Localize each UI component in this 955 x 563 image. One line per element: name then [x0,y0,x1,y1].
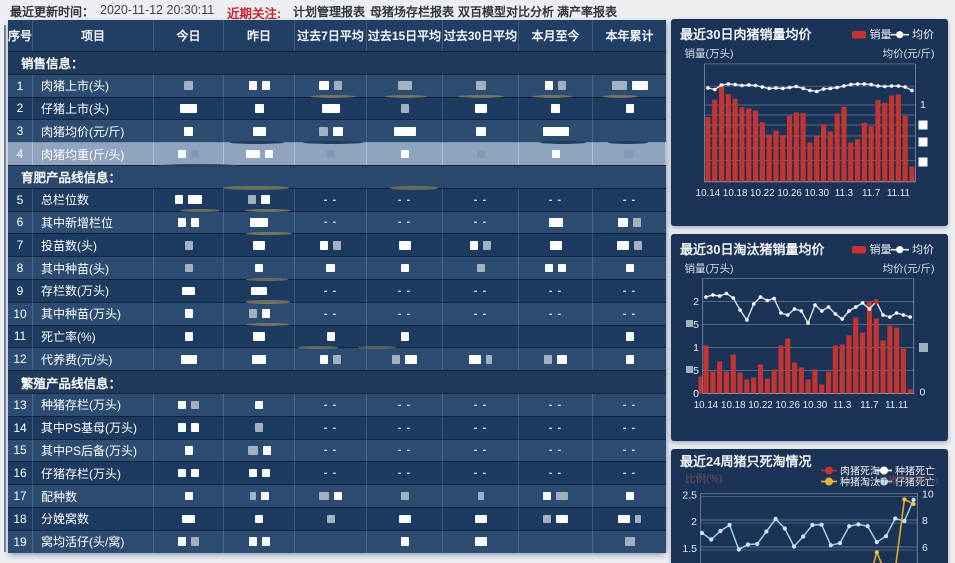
svg-text:仔猪死亡: 仔猪死亡 [895,475,935,488]
svg-text:11.11: 11.11 [887,188,910,199]
svg-text:1: 1 [920,99,926,111]
svg-text:11.3: 11.3 [833,400,852,411]
svg-text:10.26: 10.26 [777,188,802,199]
svg-text:均价(元/斤): 均价(元/斤) [883,48,935,60]
svg-text:1.5: 1.5 [682,543,697,555]
svg-text:肉猪死淘: 肉猪死淘 [840,464,880,477]
svg-text:5: 5 [693,365,699,377]
svg-text:10.18: 10.18 [721,400,746,411]
svg-text:10.14: 10.14 [696,188,721,199]
svg-text:8: 8 [922,515,928,527]
svg-text:均价: 均价 [912,243,934,256]
svg-text:10.22: 10.22 [750,188,775,199]
svg-text:2: 2 [691,516,697,528]
svg-text:最近24周猪只死淘情况: 最近24周猪只死淘情况 [680,454,811,469]
svg-text:10.30: 10.30 [805,188,830,199]
svg-text:销量(万头): 销量(万头) [685,262,734,275]
svg-text:11.7: 11.7 [860,400,878,411]
svg-text:11.11: 11.11 [885,400,908,411]
svg-text:5: 5 [693,319,699,331]
svg-text:2.5: 2.5 [682,489,697,501]
svg-text:2: 2 [693,296,699,308]
svg-text:销量(万头): 销量(万头) [685,47,734,60]
svg-text:6: 6 [922,542,928,554]
svg-text:最近30日淘汰猪销量均价: 最近30日淘汰猪销量均价 [680,242,825,257]
svg-text:销量: 销量 [870,242,892,256]
svg-text:10: 10 [922,488,934,500]
svg-text:10.22: 10.22 [748,400,773,411]
svg-text:种猪淘汰: 种猪淘汰 [840,475,880,488]
svg-text:10.26: 10.26 [775,400,800,411]
svg-text:0: 0 [920,386,926,398]
svg-text:10.18: 10.18 [723,188,748,199]
svg-text:种猪死亡: 种猪死亡 [895,464,935,477]
svg-text:仔猪死亡率(%): 仔猪死亡率(%) [879,474,938,485]
svg-text:11.3: 11.3 [835,188,854,199]
svg-text:11.7: 11.7 [862,188,880,199]
svg-text:最近30日肉猪销量均价: 最近30日肉猪销量均价 [680,27,812,42]
svg-text:10.30: 10.30 [803,400,828,411]
svg-text:10.14: 10.14 [694,400,719,411]
svg-text:1: 1 [693,342,699,354]
svg-text:0: 0 [693,388,699,400]
svg-text:比例(%): 比例(%) [685,472,722,485]
svg-text:均价(元/斤): 均价(元/斤) [883,263,935,275]
svg-text:销量: 销量 [870,27,892,41]
svg-text:均价: 均价 [912,28,934,41]
